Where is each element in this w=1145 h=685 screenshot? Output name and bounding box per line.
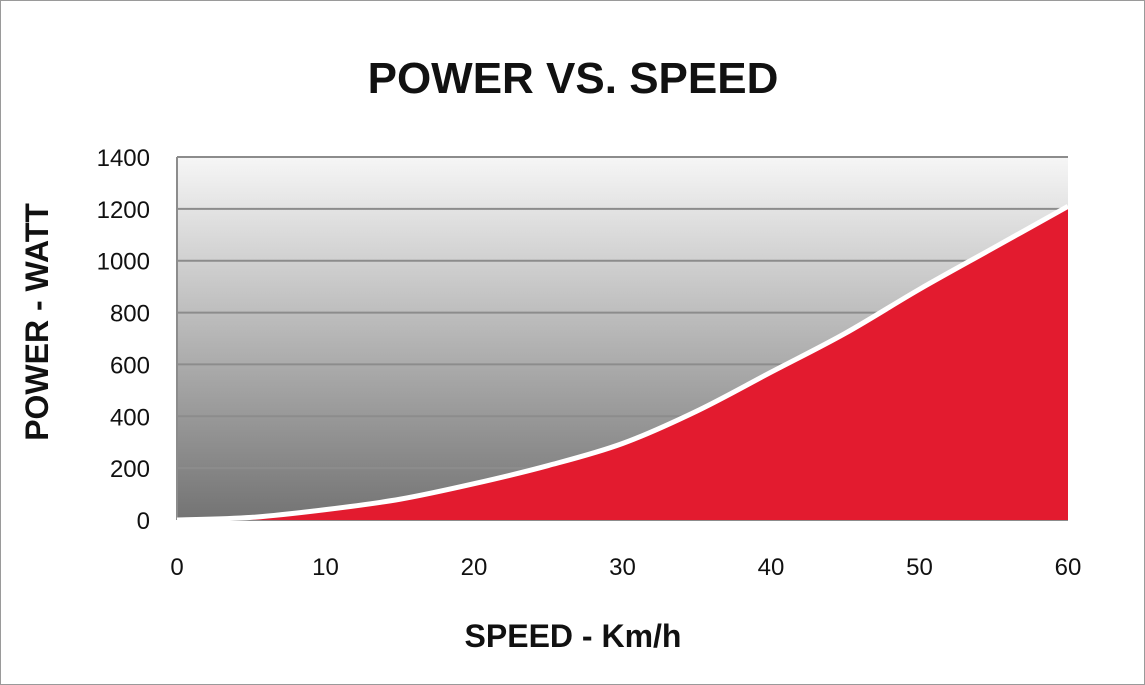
x-axis-label: SPEED - Km/h: [465, 618, 682, 654]
y-tick-label: 1400: [97, 145, 150, 172]
series-line: [176, 204, 1070, 523]
y-tick-label: 1200: [97, 197, 150, 224]
y-tick-label: 600: [110, 352, 150, 379]
x-tick-label: 0: [170, 554, 183, 581]
chart-title: POWER VS. SPEED: [368, 54, 779, 103]
x-tick-label: 20: [461, 554, 488, 581]
y-axis-label: POWER - WATT: [19, 203, 55, 441]
area-fill: [177, 206, 1068, 520]
y-tick-label: 1000: [97, 249, 150, 276]
y-tick-label: 800: [110, 301, 150, 328]
y-tick-label: 0: [137, 508, 150, 535]
y-tick-label: 200: [110, 456, 150, 483]
y-tick-label: 400: [110, 404, 150, 431]
x-tick-label: 40: [758, 554, 785, 581]
x-tick-label: 30: [609, 554, 636, 581]
x-tick-label: 50: [906, 554, 933, 581]
x-tick-label: 10: [312, 554, 339, 581]
x-tick-label: 60: [1055, 554, 1082, 581]
